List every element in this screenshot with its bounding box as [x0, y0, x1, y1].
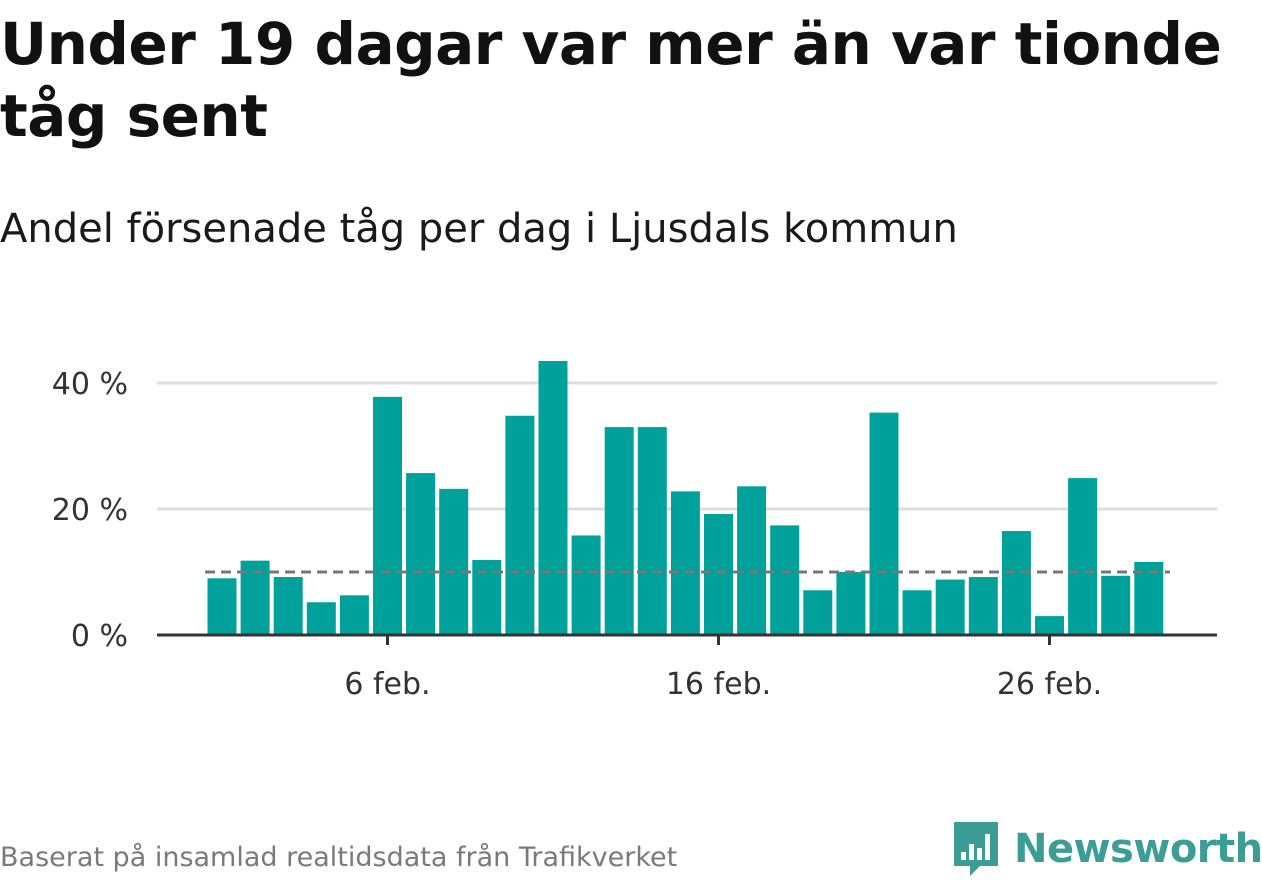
bar — [505, 415, 535, 635]
bar — [704, 514, 733, 635]
bar — [571, 535, 601, 635]
x-tick-label: 26 feb. — [997, 667, 1102, 702]
bar — [306, 602, 336, 635]
bar — [406, 473, 436, 635]
x-tick-label: 6 feb. — [344, 667, 430, 702]
bar — [439, 488, 469, 635]
chart-subtitle: Andel försenade tåg per dag i Ljusdals k… — [0, 206, 958, 252]
grid-lines — [157, 381, 1217, 511]
bar — [1035, 616, 1064, 635]
newsworthy-logo-icon — [954, 822, 998, 876]
x-axis-ticks: 6 feb. 16 feb. 26 feb. — [344, 635, 1102, 702]
bar — [935, 579, 965, 635]
bar — [1001, 531, 1031, 635]
bar — [737, 486, 767, 635]
bar — [273, 577, 303, 635]
bar — [373, 396, 402, 635]
y-axis-ticks: 0 % 20 % 40 % — [52, 367, 128, 654]
bar — [670, 491, 700, 635]
source-note: Baserat på insamlad realtidsdata från Tr… — [0, 842, 678, 873]
bar — [770, 525, 800, 635]
bar — [339, 595, 369, 635]
x-tick-label: 16 feb. — [666, 667, 771, 702]
brand-name: Newsworthy — [1014, 826, 1262, 872]
brand-logo: Newsworthy — [950, 818, 1262, 880]
bar — [604, 427, 634, 635]
bar — [637, 427, 667, 635]
bar-chart: 0 % 20 % 40 % 6 feb. 16 feb. 26 feb. — [52, 360, 1217, 702]
bar — [1068, 478, 1098, 635]
bar — [803, 590, 833, 635]
y-tick-label: 0 % — [71, 619, 128, 654]
bars — [207, 360, 1164, 635]
bar — [836, 572, 866, 635]
bar — [902, 590, 932, 635]
y-tick-label: 40 % — [52, 367, 128, 402]
bar — [207, 578, 237, 635]
y-tick-label: 20 % — [52, 493, 128, 528]
bar — [869, 412, 899, 635]
bar — [968, 577, 998, 635]
bar — [1134, 561, 1164, 635]
bar — [538, 360, 568, 635]
chart-title: Under 19 dagar var mer än var tionde tåg… — [0, 10, 1222, 150]
bar — [1101, 575, 1131, 635]
